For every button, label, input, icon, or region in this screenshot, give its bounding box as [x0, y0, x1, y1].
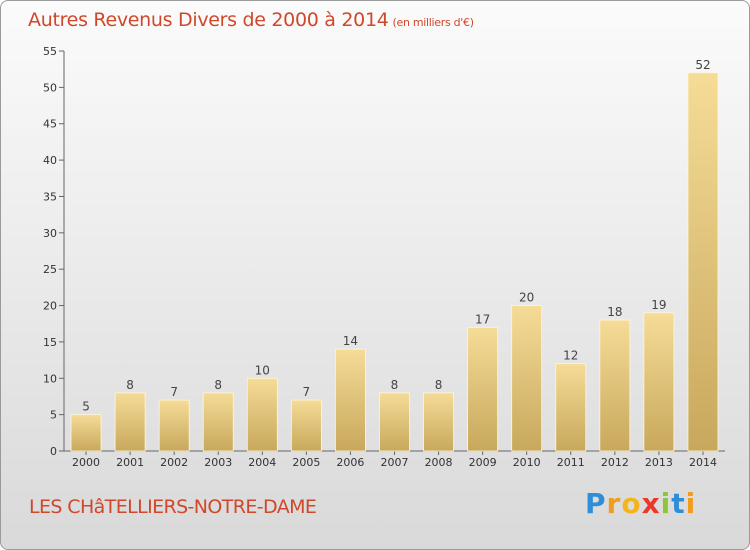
bar: [467, 326, 499, 452]
y-tick-label: 55: [43, 45, 57, 58]
logo-letter: x: [641, 487, 661, 520]
bar: [246, 377, 278, 452]
logo-letter: i: [685, 487, 697, 520]
y-tick-label: 0: [50, 445, 57, 458]
bar-value-label: 8: [126, 378, 134, 392]
bar: [599, 319, 631, 452]
y-tick-label: 50: [43, 81, 57, 94]
x-tick-label: 2003: [204, 456, 232, 469]
bar: [511, 305, 543, 452]
y-tick-label: 10: [43, 372, 57, 385]
x-tick-label: 2007: [381, 456, 409, 469]
bar: [643, 312, 675, 452]
bar: [290, 399, 322, 452]
y-tick-label: 15: [43, 336, 57, 349]
bar-value-label: 20: [519, 291, 534, 305]
x-tick-label: 2000: [72, 456, 100, 469]
proxiti-logo[interactable]: Proxiti: [585, 487, 696, 520]
x-tick-label: 2006: [336, 456, 364, 469]
bar-value-label: 17: [475, 312, 490, 326]
x-tick-label: 2011: [557, 456, 585, 469]
title-unit: (en milliers d'€): [392, 16, 474, 29]
bar-value-label: 8: [214, 378, 222, 392]
bar: [423, 392, 454, 452]
bar: [687, 72, 719, 452]
y-tick-label: 20: [43, 300, 57, 313]
bar-value-label: 7: [170, 385, 178, 399]
bar: [335, 348, 366, 452]
bar: [114, 392, 146, 452]
bar: [70, 414, 102, 452]
bar-value-label: 8: [391, 378, 399, 392]
bar: [202, 392, 234, 452]
x-tick-label: 2013: [645, 456, 673, 469]
bar-value-label: 12: [563, 349, 578, 363]
bar-value-label: 7: [303, 385, 311, 399]
logo-letter: t: [671, 487, 686, 520]
x-tick-label: 2002: [160, 456, 188, 469]
bar: [379, 392, 410, 452]
x-tick-label: 2014: [689, 456, 717, 469]
bar-value-label: 52: [695, 58, 710, 72]
y-tick-label: 45: [43, 118, 57, 131]
x-tick-label: 2001: [116, 456, 144, 469]
bars: 5 8 7 8 10 7 14 8 8 17 20 12 18 19 52: [70, 58, 719, 452]
y-tick-label: 40: [43, 154, 57, 167]
x-tick-label: 2005: [292, 456, 320, 469]
x-tick-label: 2009: [469, 456, 497, 469]
bar-value-label: 10: [255, 363, 270, 377]
commune-name: LES CHâTELLIERS-NOTRE-DAME: [29, 496, 317, 518]
y-tick-label: 30: [43, 227, 57, 240]
y-tick-label: 35: [43, 190, 57, 203]
logo-letter: o: [621, 487, 642, 520]
chart-title: Autres Revenus Divers de 2000 à 2014 (en …: [28, 9, 474, 31]
title-text: Autres Revenus Divers de 2000 à 2014: [28, 9, 389, 31]
x-tick-label: 2008: [425, 456, 453, 469]
bar: [158, 399, 190, 452]
bar-value-label: 19: [651, 298, 666, 312]
bar-value-label: 18: [607, 305, 622, 319]
logo-letter: i: [660, 487, 672, 520]
bar-value-label: 5: [82, 400, 90, 414]
logo-letter: P: [585, 487, 607, 520]
y-tick-label: 25: [43, 263, 57, 276]
y-tick-label: 5: [50, 409, 57, 422]
bar-value-label: 8: [435, 378, 443, 392]
bar-value-label: 14: [343, 334, 358, 348]
x-tick-label: 2010: [513, 456, 541, 469]
x-tick-label: 2004: [248, 456, 276, 469]
logo-letter: r: [606, 487, 622, 520]
bar: [555, 363, 587, 452]
x-tick-label: 2012: [601, 456, 629, 469]
